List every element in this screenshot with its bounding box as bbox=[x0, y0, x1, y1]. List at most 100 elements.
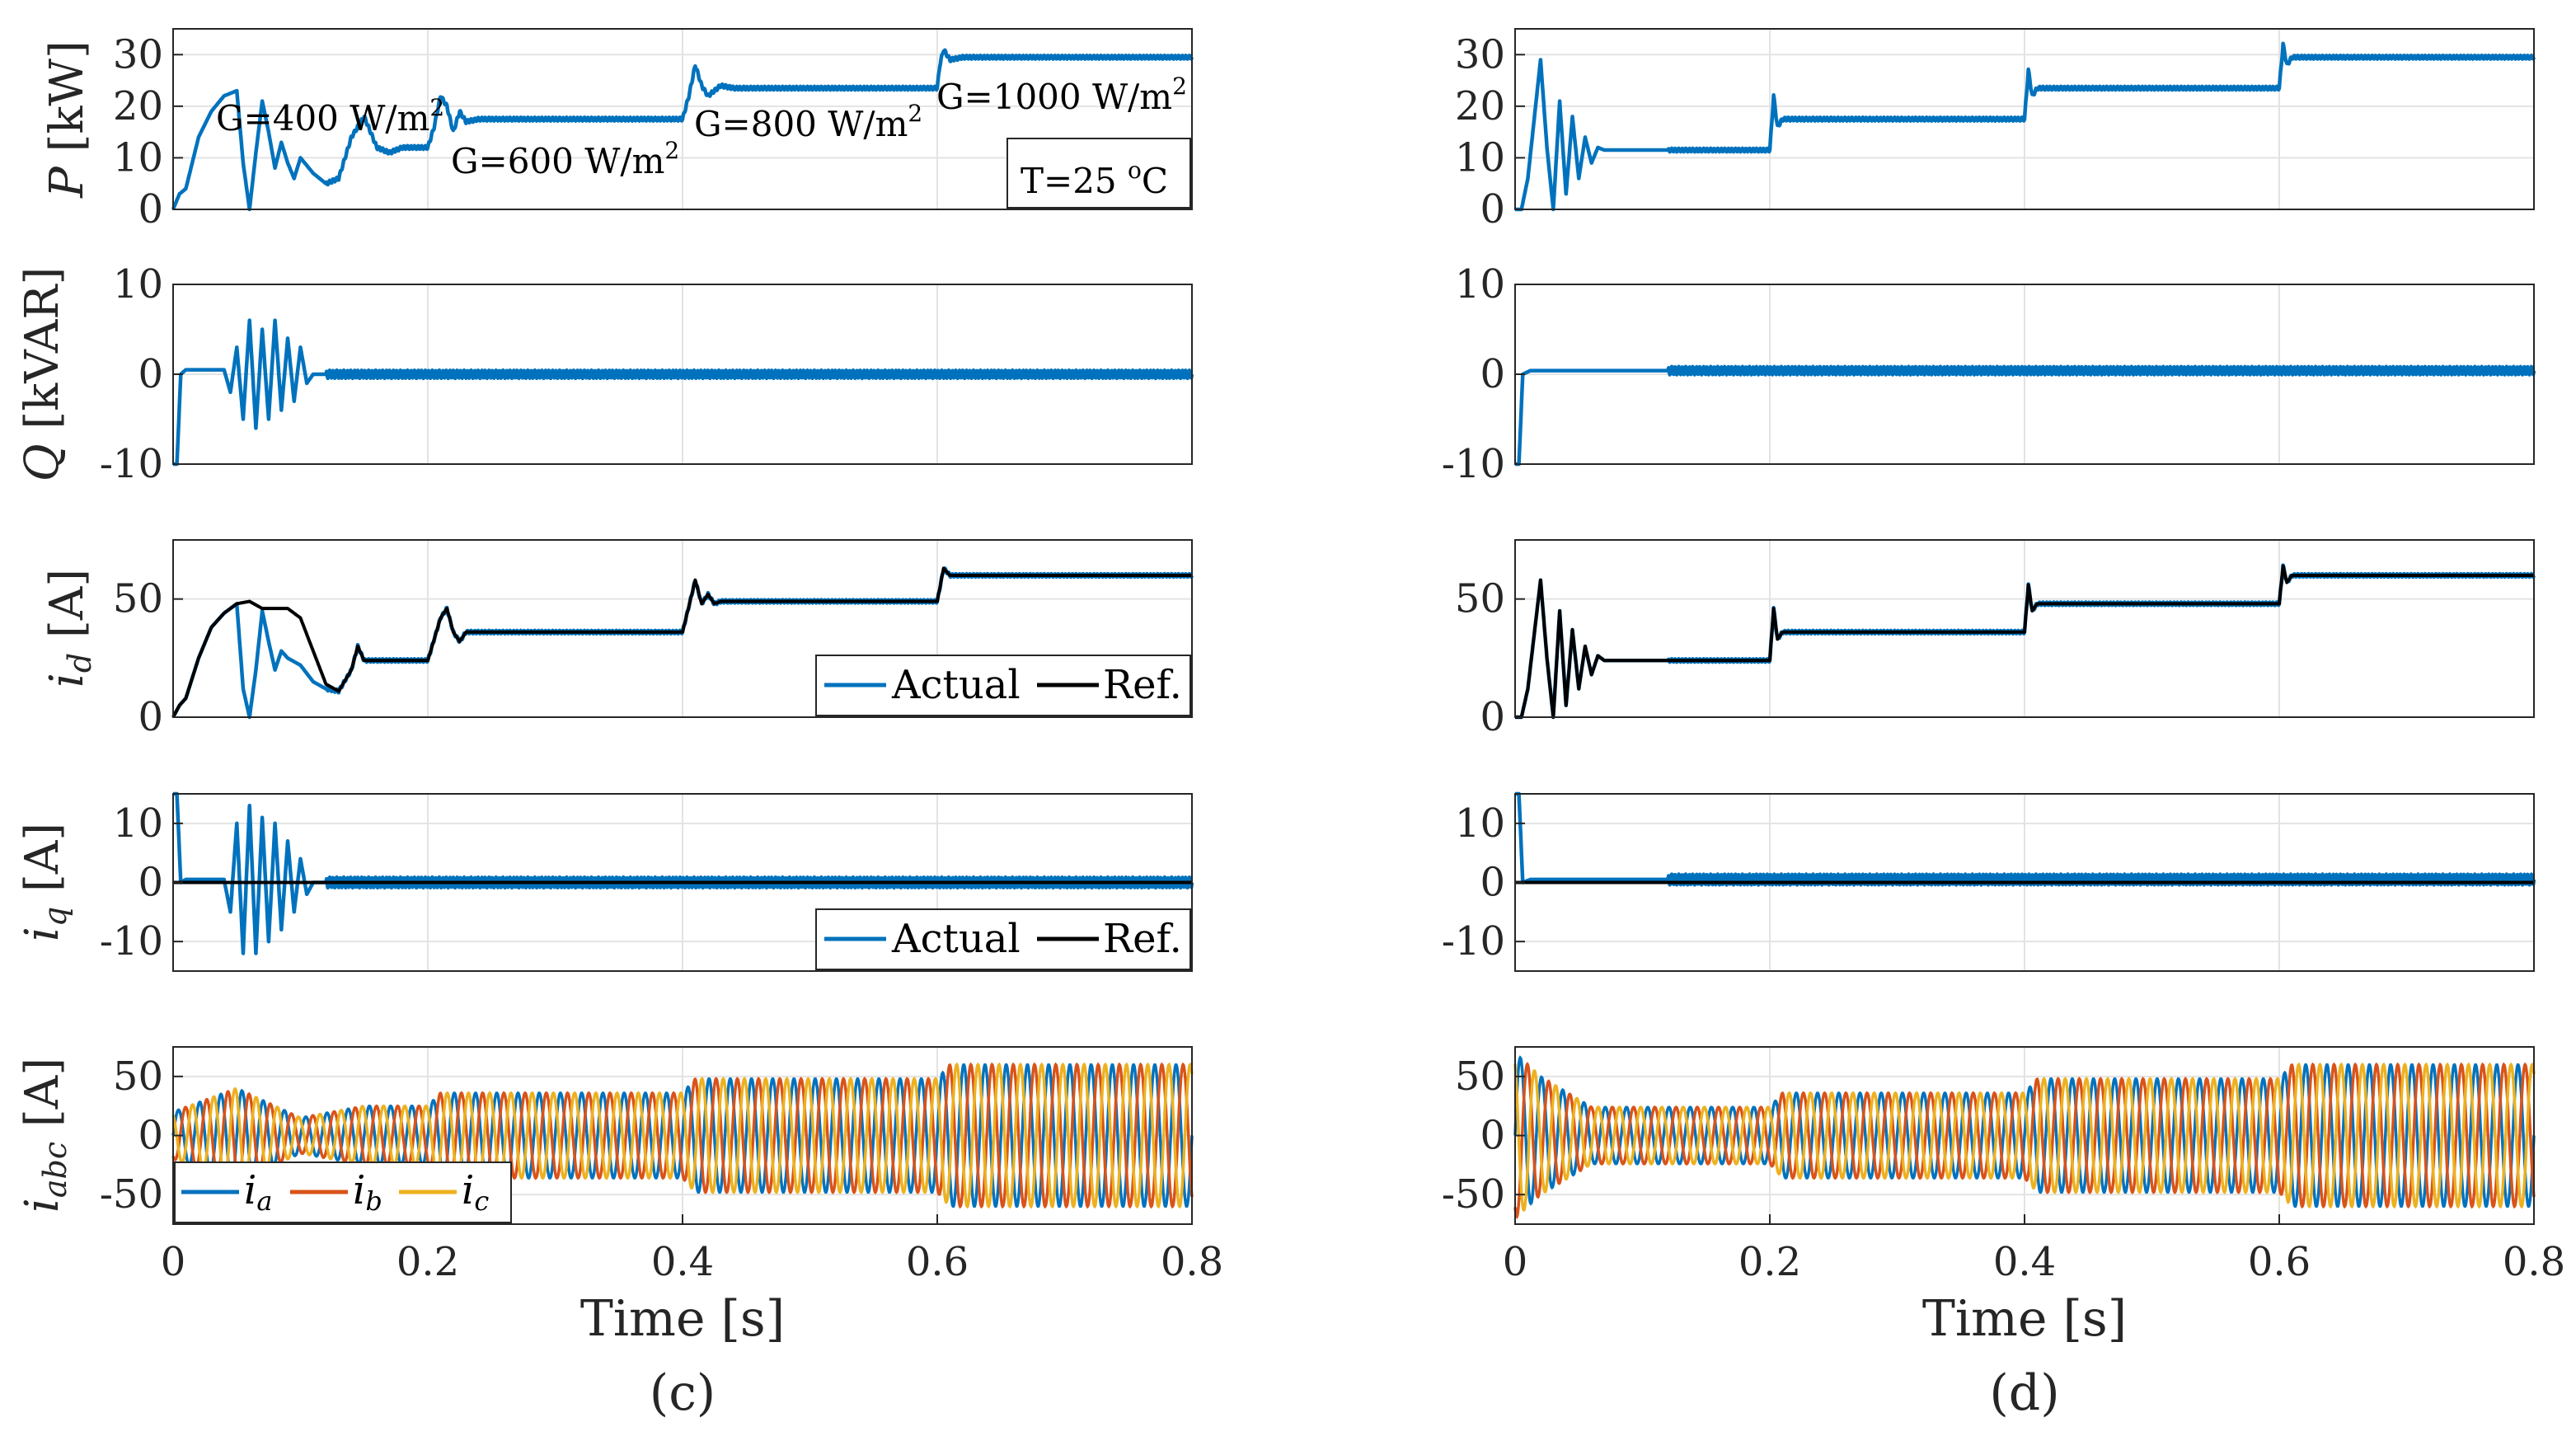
annotation-g1000: G=1000 W/m2 bbox=[936, 73, 1187, 117]
series-i-b bbox=[171, 1062, 1194, 1209]
ytick-label: 0 bbox=[1480, 1113, 1505, 1159]
subplot-c-reactive: -10 0 10 Q [kVAR] bbox=[16, 261, 1194, 487]
ytick-label: 10 bbox=[1455, 261, 1505, 307]
annotation-g400: G=400 W/m2 bbox=[216, 94, 444, 138]
ylabel-c-iabc: iabc [A] bbox=[16, 1058, 73, 1213]
annotation-g600: G=600 W/m2 bbox=[451, 137, 679, 181]
series-i-c bbox=[1513, 1062, 2536, 1212]
caption-c: (c) bbox=[650, 1364, 716, 1422]
marks-c-iq bbox=[171, 791, 1194, 955]
temperature-box bbox=[1006, 138, 1191, 209]
yticks-c-Q: -10 0 10 bbox=[100, 261, 183, 487]
marks-d-id bbox=[1513, 563, 2536, 720]
ytick-label: 10 bbox=[1455, 134, 1505, 181]
ylabel-c-P: P [kW] bbox=[40, 40, 94, 199]
legend-label-actual: Actual bbox=[891, 916, 1021, 962]
ytick-label: -50 bbox=[1442, 1171, 1505, 1218]
legend-label-ref: Ref. bbox=[1103, 662, 1182, 708]
xtick-label: 0.8 bbox=[1161, 1239, 1223, 1285]
ytick-label: 0 bbox=[1480, 694, 1505, 740]
ytick-label: -10 bbox=[100, 441, 163, 487]
ytick-label: 0 bbox=[138, 186, 163, 232]
legend-label-actual: Actual bbox=[891, 662, 1021, 708]
yticks-d-id: 0 50 bbox=[1455, 576, 1525, 740]
xtick-label: 0.6 bbox=[906, 1239, 969, 1285]
subplot-c-id: 0 50 id [A] Actual Ref. bbox=[40, 539, 1194, 740]
series-p bbox=[171, 48, 1194, 212]
subplot-c-power: 0 10 20 30 P [kW] G=400 W/m2 G=600 W/m2 G=8… bbox=[40, 28, 1194, 232]
subplot-d-id: 0 50 bbox=[1455, 539, 2536, 740]
axes-frame bbox=[172, 539, 1193, 718]
series-q bbox=[171, 318, 1194, 467]
ytick-label: 10 bbox=[113, 261, 163, 307]
xtick-label: 0.4 bbox=[1993, 1239, 2056, 1285]
series-i-a bbox=[171, 1063, 1194, 1208]
legend-label-ib: ib bbox=[353, 1167, 382, 1217]
yticks-d-P: 0 10 20 30 bbox=[1455, 31, 1525, 232]
ytick-label: 0 bbox=[138, 694, 163, 740]
series-p bbox=[1513, 41, 2536, 212]
subplot-d-iabc: -50 0 50 0 0.2 0.4 0.6 0.8 bbox=[1442, 1046, 2565, 1285]
ytick-label: 50 bbox=[113, 1054, 163, 1100]
series-ref bbox=[1513, 564, 2536, 719]
legend-label-ia: ia bbox=[244, 1167, 272, 1217]
legend-c-id: Actual Ref. bbox=[815, 655, 1191, 716]
subplot-d-iq: -10 0 10 bbox=[1442, 791, 2536, 972]
yticks-c-id: 0 50 bbox=[113, 576, 183, 740]
series-i-c bbox=[171, 1062, 1194, 1209]
xlabel-d: Time [s] bbox=[1922, 1290, 2127, 1348]
ytick-label: 50 bbox=[1455, 576, 1505, 622]
temperature-label: T=25 oC bbox=[1021, 157, 1168, 201]
marks-c-id bbox=[171, 566, 1194, 720]
series-q bbox=[1513, 364, 2536, 467]
xtick-label: 0 bbox=[161, 1239, 186, 1285]
xtick-label: 0.4 bbox=[651, 1239, 714, 1285]
legend-c-iabc: ia ib ic bbox=[174, 1161, 512, 1223]
axes-frame bbox=[172, 28, 1193, 210]
yticks-d-iq: -10 0 10 bbox=[1442, 800, 1525, 964]
marks-c-Q bbox=[171, 318, 1194, 467]
yticks-d-Q: -10 0 10 bbox=[1442, 261, 1525, 487]
yticks-d-iabc: -50 0 50 bbox=[1442, 1054, 1525, 1218]
yticks-c-iq: -10 0 10 bbox=[100, 800, 183, 964]
axes-frame bbox=[1514, 28, 2535, 210]
ytick-label: -10 bbox=[1442, 441, 1505, 487]
ylabel-c-id: id [A] bbox=[40, 569, 98, 687]
ytick-label: 30 bbox=[1455, 31, 1505, 77]
ytick-label: -50 bbox=[100, 1171, 163, 1218]
ytick-label: 0 bbox=[1480, 186, 1505, 232]
marks-c-iabc bbox=[171, 1062, 1194, 1209]
xtick-label: 0.2 bbox=[396, 1239, 459, 1285]
ytick-label: 50 bbox=[1455, 1054, 1505, 1100]
series-i-a bbox=[1513, 1055, 2536, 1208]
subplot-d-power: 0 10 20 30 bbox=[1455, 28, 2536, 232]
series-ref bbox=[171, 566, 1194, 718]
ytick-label: 20 bbox=[113, 83, 163, 129]
ytick-label: -10 bbox=[1442, 918, 1505, 964]
xtick-label: 0.8 bbox=[2503, 1239, 2565, 1285]
ytick-label: 10 bbox=[113, 800, 163, 847]
legend-label-ref: Ref. bbox=[1103, 916, 1182, 962]
marks-d-P bbox=[1513, 41, 2536, 212]
ylabel-c-iq: iq [A] bbox=[16, 823, 73, 941]
ytick-label: 0 bbox=[138, 860, 163, 906]
subplot-c-iq: -10 0 10 iq [A] Actual Ref. bbox=[16, 791, 1194, 972]
series-actual bbox=[1513, 791, 2536, 887]
ytick-label: 10 bbox=[1455, 800, 1505, 847]
marks-d-iq bbox=[1513, 791, 2536, 887]
ytick-label: 10 bbox=[113, 134, 163, 181]
ytick-label: 0 bbox=[138, 1113, 163, 1159]
ytick-label: 0 bbox=[1480, 860, 1505, 906]
ytick-label: 0 bbox=[138, 351, 163, 397]
ytick-label: 30 bbox=[113, 31, 163, 77]
ytick-label: 50 bbox=[113, 576, 163, 622]
subplot-c-iabc: -50 0 50 0 0.2 0.4 0.6 0.8 iabc [A] ia ib ic bbox=[16, 1046, 1223, 1285]
xlabel-c: Time [s] bbox=[580, 1290, 785, 1348]
ytick-label: -10 bbox=[100, 918, 163, 964]
panel-c: 0 10 20 30 P [kW] G=400 W/m2 G=600 W/m2 G=8… bbox=[16, 28, 1223, 1422]
marks-d-Q bbox=[1513, 364, 2536, 467]
marks-d-iabc bbox=[1513, 1055, 2536, 1219]
yticks-c-iabc: -50 0 50 bbox=[100, 1054, 183, 1218]
marks-c-P bbox=[171, 48, 1194, 212]
